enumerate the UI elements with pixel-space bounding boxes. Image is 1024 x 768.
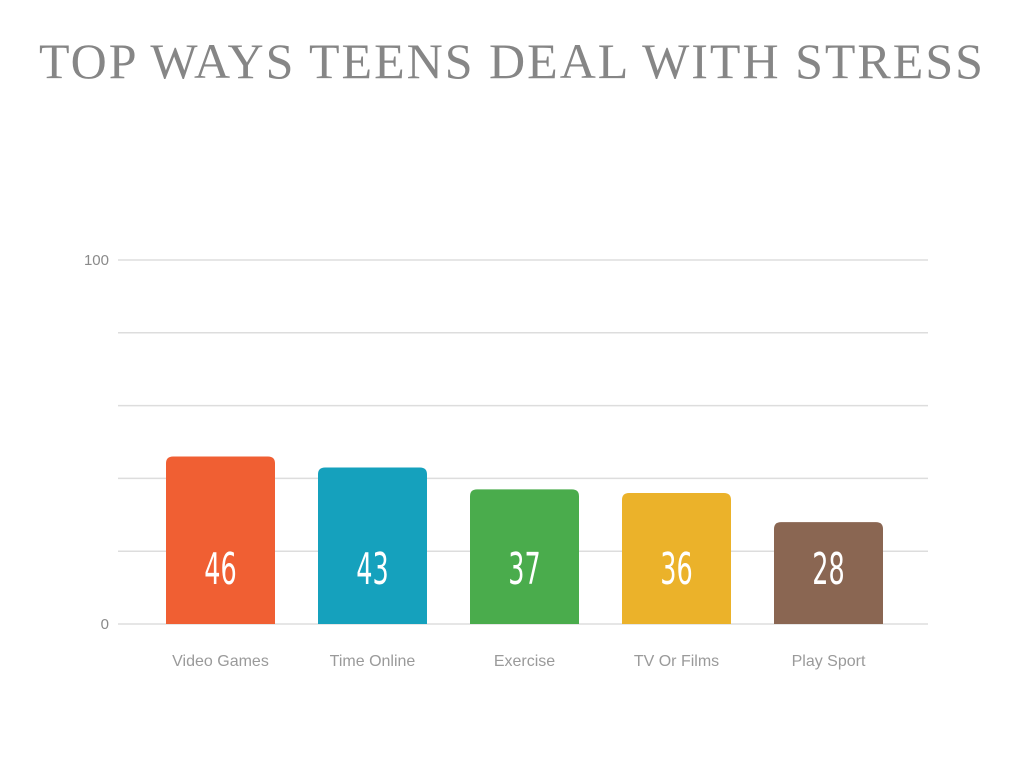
y-tick-label: 100: [84, 252, 109, 269]
value-label: 46: [204, 545, 236, 595]
bar: [470, 489, 579, 624]
value-label: 36: [660, 545, 692, 595]
y-axis-ticks: 0 100: [84, 252, 109, 633]
value-labels: 46 43 37 36 28: [204, 545, 844, 595]
value-label: 37: [508, 545, 540, 595]
bar: [622, 492, 731, 624]
category-label: Time Online: [330, 653, 416, 670]
category-label: Video Games: [172, 653, 269, 670]
category-label: TV Or Films: [634, 653, 719, 670]
value-label: 28: [812, 545, 844, 595]
chart-title: TOP WAYS TEENS DEAL WITH STRESS: [39, 33, 985, 89]
category-label: Exercise: [494, 653, 555, 670]
bar: [318, 467, 427, 624]
bars: [166, 456, 883, 624]
value-label: 43: [356, 545, 388, 595]
bar: [166, 456, 275, 624]
bar: [774, 522, 883, 624]
category-label: Play Sport: [792, 653, 866, 670]
category-labels: Video Games Time Online Exercise TV Or Film…: [172, 653, 866, 670]
y-tick-label: 0: [101, 616, 109, 633]
